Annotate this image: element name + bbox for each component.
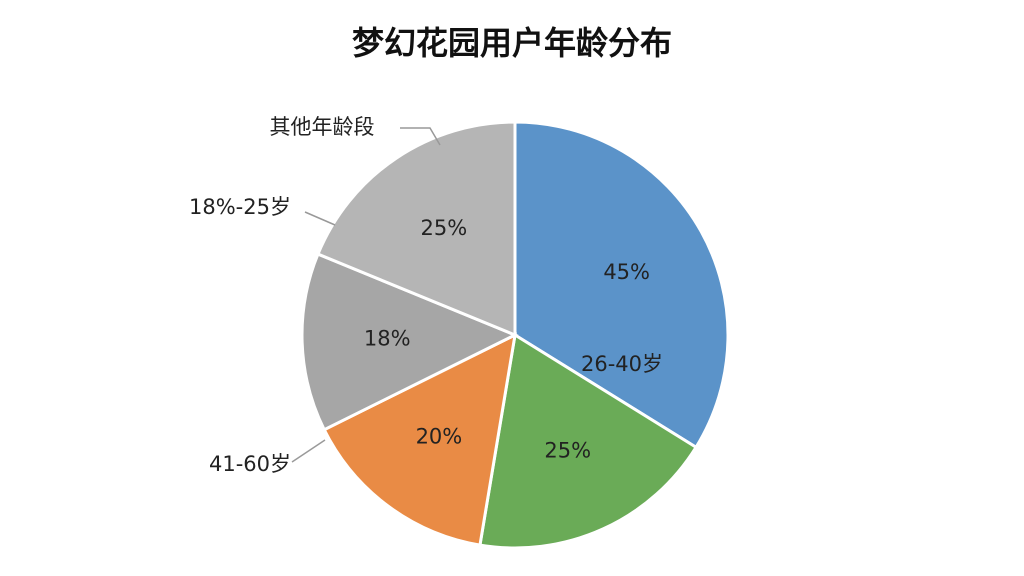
data-label: 45% [603,260,650,284]
pie-slice [300,252,519,432]
data-label: 25% [420,216,467,240]
leader-line [400,127,441,146]
pie-slice [322,332,517,547]
data-label: 18% [364,327,411,351]
pie-slice [513,120,730,450]
pie-slice [316,120,517,338]
pie-slice [478,332,699,550]
category-label: 其他年龄段 [270,115,375,139]
data-label: 20% [416,425,463,449]
chart-title: 梦幻花园用户年龄分布 [352,24,672,62]
category-label: 26-40岁 [581,352,663,376]
category-label: 41-60岁 [209,452,291,476]
category-label: 18%-25岁 [189,195,291,219]
leader-line [304,211,336,226]
data-label: 25% [544,438,591,462]
leader-line [291,439,326,463]
